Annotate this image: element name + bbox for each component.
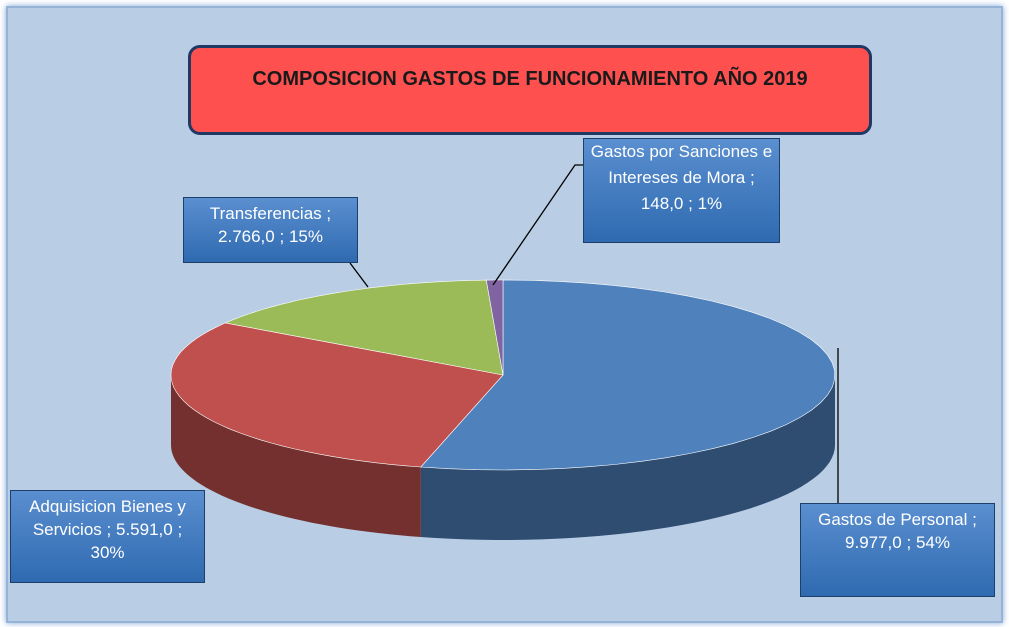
label-percent: 54%	[915, 533, 950, 552]
label-separator: ;	[279, 227, 285, 246]
label-separator: ;	[177, 520, 183, 539]
label-separator: ;	[750, 168, 755, 187]
label-percent: 15%	[288, 227, 323, 246]
leader-line	[492, 164, 583, 286]
chart-title: COMPOSICION GASTOS DE FUNCIONAMIENTO AÑO…	[188, 45, 872, 135]
label-percent: 30%	[90, 543, 125, 562]
slice-side	[420, 375, 835, 540]
label-value: 9.977,0	[845, 533, 902, 552]
label-separator: ;	[688, 194, 693, 213]
label-value: 2.766,0	[218, 227, 275, 246]
label-category: Gastos de Personal	[818, 510, 968, 529]
data-label: Adquisicion Bienes y Servicios ; 5.591,0…	[10, 490, 205, 583]
leader-line	[349, 262, 369, 288]
slice-side	[171, 375, 421, 537]
label-category: Adquisicion Bienes y Servicios	[29, 497, 186, 539]
data-label: Gastos por Sanciones e Intereses de Mora…	[583, 138, 780, 243]
label-category: Transferencias	[209, 204, 322, 223]
label-value: 5.591,0	[115, 520, 173, 539]
label-separator: ;	[326, 204, 332, 223]
slice	[420, 279, 835, 471]
label-separator: ;	[106, 520, 112, 539]
data-label: Transferencias ; 2.766,0 ; 15%	[183, 197, 358, 263]
slice	[170, 322, 504, 468]
slice	[485, 279, 504, 376]
label-category: Gastos por Sanciones e Intereses de Mora	[590, 142, 773, 187]
label-separator: ;	[906, 533, 912, 552]
data-label: Gastos de Personal ; 9.977,0 ; 54%	[800, 503, 995, 597]
label-value: 148,0	[640, 194, 684, 213]
slice	[224, 279, 504, 376]
label-percent: 1%	[697, 194, 723, 213]
label-separator: ;	[972, 510, 977, 529]
